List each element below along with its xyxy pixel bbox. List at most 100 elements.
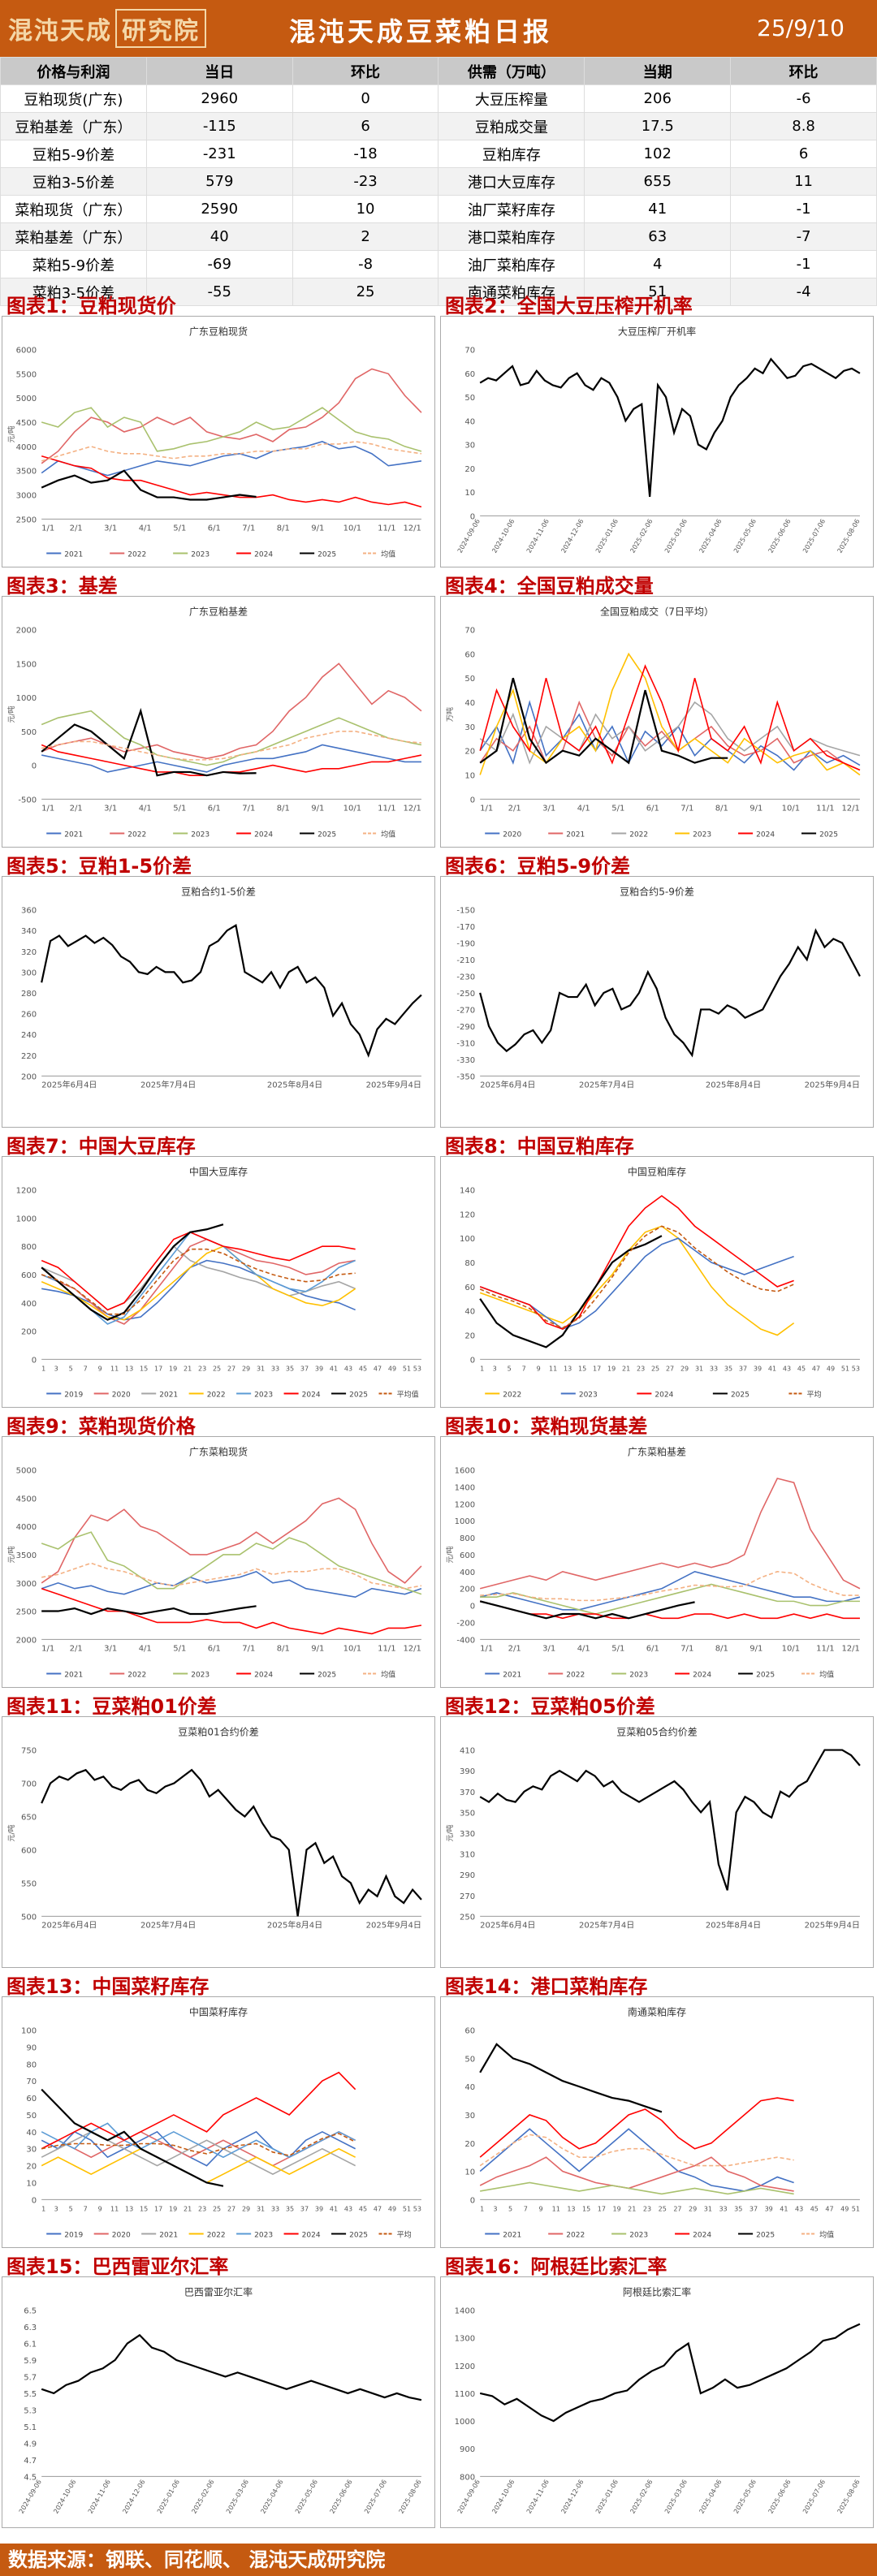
- y-tick-label: 550: [21, 1879, 37, 1888]
- x-tick-label: 2025年9月4日: [366, 1079, 421, 1090]
- table-row: 菜粕3-5价差 -55 25 南通菜粕库存 51 -4: [0, 278, 877, 306]
- table-cell: 豆粕3-5价差: [0, 167, 147, 196]
- x-tick-label: 3/1: [104, 804, 117, 813]
- chart-svg: 豆菜粕01合约价差 750 700 650 600 550 500 元/吨 2025年6月4日 2…: [6, 1726, 422, 1930]
- x-tick-label: 43: [344, 2205, 352, 2212]
- series-line-2022: [479, 1478, 861, 1590]
- y-tick-label: 700: [21, 1780, 37, 1789]
- x-tick-label: 12/1: [841, 804, 860, 813]
- y-tick-label: 40: [26, 2129, 37, 2138]
- x-tick-label: 11: [552, 2205, 560, 2212]
- y-axis-label: 万吨: [445, 707, 455, 722]
- y-tick-label: 50: [464, 2055, 475, 2064]
- x-tick-label: 15: [578, 1365, 586, 1372]
- chart-title: 全国豆粕成交（7日平均）: [600, 606, 714, 618]
- y-tick-label: 750: [21, 1747, 37, 1756]
- x-tick-label: 2025-03-06: [663, 518, 689, 554]
- legend-label: 2019: [64, 1392, 83, 1400]
- series-line-均值: [41, 1562, 422, 1590]
- series-line-2024: [479, 1600, 860, 1620]
- x-tick-label: 2025-04-06: [259, 2479, 284, 2515]
- chart-panel-1: 图表1：豆粕现货价 广东豆粕现货 6000 5500 5000 4500 4000 3500 3…: [0, 288, 437, 568]
- table-header-cell: 供需（万吨）: [438, 57, 585, 85]
- legend-label: 2025: [819, 831, 838, 839]
- x-tick-label: 7: [84, 1365, 88, 1372]
- chart-area: 南通菜粕库存 60 50 40 30 20 10 0 1 3 5 7 9 11 13 15 17 19 21 23 25…: [440, 1996, 874, 2248]
- x-tick-label: 41: [780, 2205, 788, 2212]
- x-tick-label: 51: [841, 1365, 849, 1372]
- series-line-2025: [479, 677, 728, 765]
- series-line-2020: [479, 700, 861, 771]
- y-tick-label: 1000: [16, 694, 37, 703]
- y-tick-label: 0: [470, 796, 475, 805]
- x-tick-label: 2024-12-06: [559, 518, 585, 554]
- x-tick-label: 7/1: [242, 804, 255, 813]
- table-cell: 655: [584, 167, 732, 196]
- y-tick-label: 40: [464, 1308, 475, 1317]
- legend-label: 2024: [302, 1392, 321, 1400]
- series-line-均值: [41, 441, 422, 462]
- table-cell: 油厂菜粕库存: [438, 250, 585, 278]
- y-tick-label: 350: [460, 1809, 475, 1818]
- x-tick-label: 10/1: [343, 1644, 362, 1653]
- y-tick-label: 200: [460, 1586, 475, 1594]
- x-tick-label: 5/1: [611, 1644, 624, 1653]
- x-tick-label: 2025年9月4日: [805, 1079, 860, 1090]
- x-tick-label: 11: [110, 1365, 119, 1372]
- x-tick-label: 53: [852, 1365, 860, 1372]
- series-line-2024: [41, 1231, 356, 1311]
- x-tick-label: 17: [154, 2205, 162, 2212]
- x-tick-label: 3/1: [542, 1644, 555, 1653]
- y-tick-label: 30: [464, 723, 475, 732]
- x-tick-label: 2025年8月4日: [706, 1079, 761, 1090]
- chart-title: 中国豆粕库存: [628, 1166, 686, 1178]
- x-tick-label: 2025年6月4日: [480, 1079, 535, 1090]
- legend-label: 平均: [806, 1390, 821, 1400]
- y-tick-label: 5.1: [24, 2423, 37, 2432]
- x-tick-label: 2025年9月4日: [805, 1919, 860, 1930]
- table-cell: -18: [292, 140, 439, 168]
- x-tick-label: 47: [825, 2205, 833, 2212]
- table-cell: 25: [292, 278, 439, 306]
- y-tick-label: 800: [460, 1534, 475, 1543]
- y-tick-label: 20: [464, 748, 475, 757]
- x-tick-label: 2025年8月4日: [267, 1079, 322, 1090]
- series-line-05价差: [479, 1749, 861, 1891]
- y-tick-label: 6.1: [24, 2341, 37, 2349]
- x-tick-label: 2025年9月4日: [366, 1919, 421, 1930]
- series-line-2021: [41, 1570, 422, 1598]
- x-tick-label: 2/1: [508, 1644, 521, 1653]
- x-tick-label: 35: [734, 2205, 742, 2212]
- table-cell: -7: [730, 222, 877, 251]
- y-tick-label: 0: [32, 762, 37, 771]
- table-row: 豆粕基差（广东） -115 6 豆粕成交量 17.5 8.8: [0, 112, 877, 140]
- x-tick-label: 2025-07-06: [801, 518, 827, 554]
- x-tick-label: 27: [227, 1365, 235, 1372]
- chart-label: 图表4：全国豆粕成交量: [445, 575, 654, 598]
- y-tick-label: 5.7: [24, 2373, 37, 2382]
- x-tick-label: 1: [480, 1365, 484, 1372]
- y-tick-label: 60: [464, 1284, 475, 1292]
- y-tick-label: 3500: [16, 468, 37, 477]
- x-tick-label: 8/1: [715, 804, 728, 813]
- x-tick-label: 29: [689, 2205, 697, 2212]
- chart-area: 全国豆粕成交（7日平均） 70 60 50 40 30 20 10 0 万吨 1/1 2/1 3/1 4/…: [440, 596, 874, 848]
- chart-panel-3: 图表3：基差 广东豆粕基差 2000 1500 1000 500 0 -500 元/吨 1/1 2/…: [0, 568, 437, 848]
- legend-label: 2021: [503, 2232, 521, 2240]
- y-tick-label: 900: [460, 2445, 475, 2454]
- x-tick-label: 7: [84, 2205, 88, 2212]
- x-tick-label: 12/1: [403, 804, 421, 813]
- table-cell: 菜粕5-9价差: [0, 250, 147, 278]
- chart-label: 图表2：全国大豆压榨开机率: [445, 295, 693, 317]
- chart-panel-8: 图表8：中国豆粕库存 中国豆粕库存 140 120 100 80 60 40 20 0 1 3 5 7 9 1…: [438, 1128, 875, 1409]
- y-tick-label: 100: [460, 1235, 475, 1244]
- x-tick-label: 27: [673, 2205, 681, 2212]
- table-cell: 菜粕基差（广东）: [0, 222, 147, 251]
- legend-label: 2021: [64, 1672, 83, 1680]
- x-tick-label: 13: [125, 1365, 133, 1372]
- report-date: 25/9/10: [757, 15, 845, 41]
- chart-panel-12: 图表12：豆菜粕05价差 豆菜粕05合约价差 410 390 370 350 330 310 2…: [438, 1689, 875, 1969]
- x-tick-label: 9: [538, 2205, 542, 2212]
- x-tick-label: 2024-12-06: [559, 2479, 585, 2515]
